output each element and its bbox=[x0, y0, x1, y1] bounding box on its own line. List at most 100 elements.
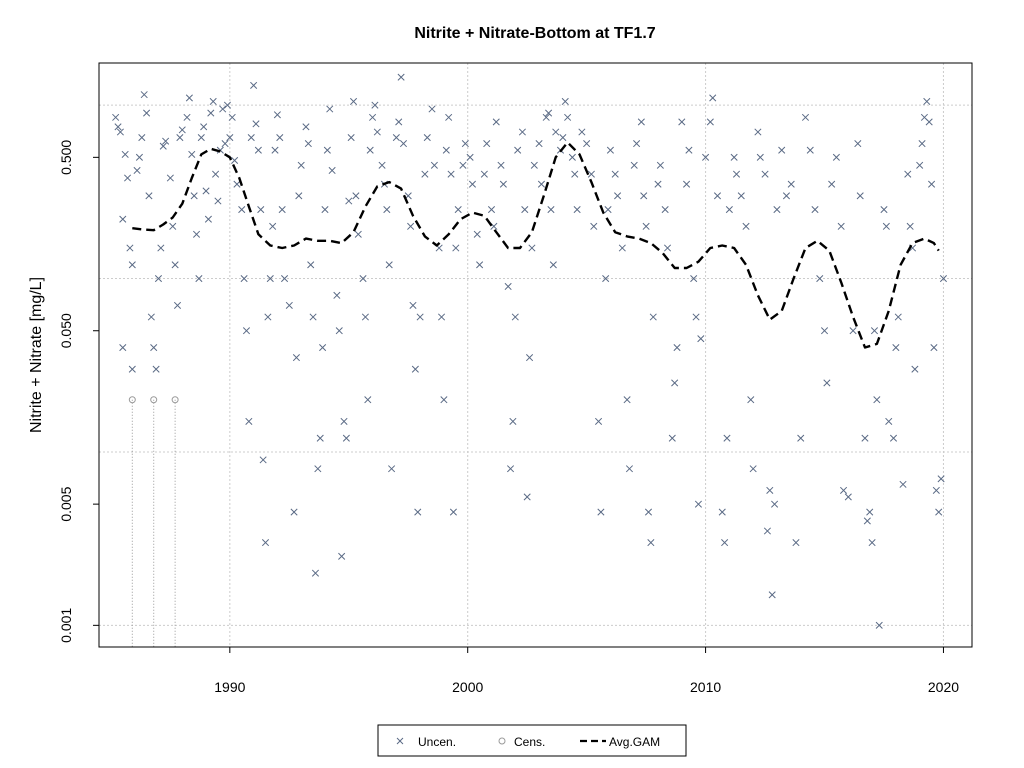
uncensored-point bbox=[231, 156, 239, 164]
uncensored-point bbox=[173, 301, 182, 309]
uncensored-point bbox=[302, 123, 310, 131]
uncensored-point bbox=[190, 192, 198, 200]
uncensored-point bbox=[466, 153, 474, 161]
uncensored-point bbox=[547, 205, 555, 214]
uncensored-point bbox=[219, 105, 227, 113]
uncensored-point bbox=[889, 434, 898, 442]
uncensored-point bbox=[454, 205, 462, 214]
uncensored-point bbox=[590, 222, 598, 230]
uncensored-point bbox=[128, 261, 136, 269]
uncensored-point bbox=[649, 313, 657, 321]
censored-point bbox=[128, 396, 136, 404]
uncensored-point bbox=[399, 140, 408, 148]
uncensored-point bbox=[361, 313, 369, 321]
uncensored-point bbox=[423, 134, 431, 142]
uncensored-point bbox=[504, 282, 512, 291]
uncensored-point bbox=[832, 153, 840, 161]
uncensored-point bbox=[183, 113, 191, 121]
uncensored-point bbox=[637, 118, 645, 126]
uncensored-point bbox=[421, 170, 429, 178]
uncensored-point bbox=[771, 500, 779, 508]
uncensored-point bbox=[697, 335, 705, 343]
uncensored-point bbox=[202, 187, 210, 195]
uncensored-point bbox=[782, 192, 791, 200]
uncensored-point bbox=[702, 153, 710, 161]
uncensored-point bbox=[304, 140, 312, 148]
uncensored-point bbox=[525, 354, 534, 362]
uncensored-point bbox=[473, 230, 481, 238]
legend-item-uncen: Uncen. bbox=[396, 735, 456, 749]
uncensored-point bbox=[309, 313, 317, 321]
uncensored-point bbox=[690, 274, 698, 283]
uncensored-point bbox=[682, 180, 691, 188]
uncensored-point bbox=[692, 313, 700, 321]
uncensored-point bbox=[868, 539, 876, 547]
uncensored-point bbox=[644, 508, 653, 516]
uncensored-point bbox=[732, 170, 741, 178]
uncensored-point bbox=[314, 465, 322, 473]
uncensored-point bbox=[583, 140, 591, 148]
uncensored-point bbox=[918, 140, 926, 148]
uncensored-point bbox=[321, 205, 329, 214]
uncensored-point bbox=[335, 327, 343, 335]
uncensored-point bbox=[257, 205, 265, 214]
uncensored-point bbox=[568, 153, 576, 161]
uncensored-point bbox=[614, 192, 622, 200]
uncensored-point bbox=[395, 118, 403, 126]
uncensored-point bbox=[685, 146, 693, 154]
uncensored-point bbox=[483, 140, 491, 148]
x-axis: 1990 2000 2010 2020 bbox=[214, 647, 959, 695]
uncensored-point bbox=[140, 91, 148, 99]
uncensored-point bbox=[709, 94, 717, 102]
uncensored-point bbox=[749, 465, 757, 473]
y-axis-title: Nitrite + Nitrate [mg/L] bbox=[28, 277, 45, 433]
uncensored-point bbox=[911, 365, 919, 373]
uncensored-point bbox=[154, 274, 163, 283]
uncensored-point bbox=[166, 174, 174, 182]
uncensored-point bbox=[763, 527, 771, 535]
uncensored-point bbox=[487, 205, 496, 214]
uncensored-point bbox=[806, 146, 814, 154]
uncensored-point bbox=[904, 170, 912, 178]
uncensored-point bbox=[119, 215, 127, 223]
uncensored-point bbox=[212, 170, 220, 178]
uncensored-point bbox=[445, 113, 453, 121]
legend-item-cens: Cens. bbox=[498, 735, 545, 749]
uncensored-point bbox=[333, 291, 341, 299]
uncensored-point bbox=[892, 343, 900, 352]
x-tick-label: 2000 bbox=[452, 679, 483, 695]
uncensored-point bbox=[197, 134, 205, 142]
uncensored-point bbox=[737, 192, 745, 200]
uncensored-point bbox=[449, 508, 457, 516]
uncensored-point bbox=[761, 170, 769, 178]
uncensored-point bbox=[216, 146, 224, 154]
uncensored-point bbox=[240, 274, 248, 283]
uncensored-point bbox=[916, 161, 924, 169]
uncensored-point bbox=[468, 180, 477, 188]
uncensored-point bbox=[204, 215, 212, 223]
uncensored-point bbox=[725, 205, 733, 214]
uncensored-point bbox=[290, 508, 298, 516]
uncensored-point bbox=[480, 170, 488, 178]
uncensored-point bbox=[385, 261, 393, 269]
uncensored-point bbox=[713, 192, 722, 200]
uncensored-point bbox=[511, 313, 519, 321]
uncensored-point bbox=[718, 508, 726, 516]
uncensored-point bbox=[383, 205, 391, 214]
uncensored-point bbox=[414, 508, 422, 516]
uncensored-point bbox=[564, 113, 572, 121]
uncensored-point bbox=[604, 205, 612, 214]
uncensored-point bbox=[459, 161, 467, 169]
uncensored-point bbox=[223, 101, 232, 109]
uncensored-point bbox=[870, 327, 879, 335]
uncensored-point bbox=[273, 111, 281, 119]
uncensored-point bbox=[866, 508, 874, 516]
chart-title: Nitrite + Nitrate-Bottom at TF1.7 bbox=[414, 25, 655, 42]
uncensored-point bbox=[138, 134, 146, 142]
uncensored-point bbox=[787, 180, 795, 188]
uncensored-point bbox=[723, 434, 731, 442]
uncensored-point bbox=[292, 354, 300, 362]
legend: Uncen. Cens. Avg.GAM bbox=[377, 724, 687, 757]
uncensored-point bbox=[678, 118, 686, 126]
